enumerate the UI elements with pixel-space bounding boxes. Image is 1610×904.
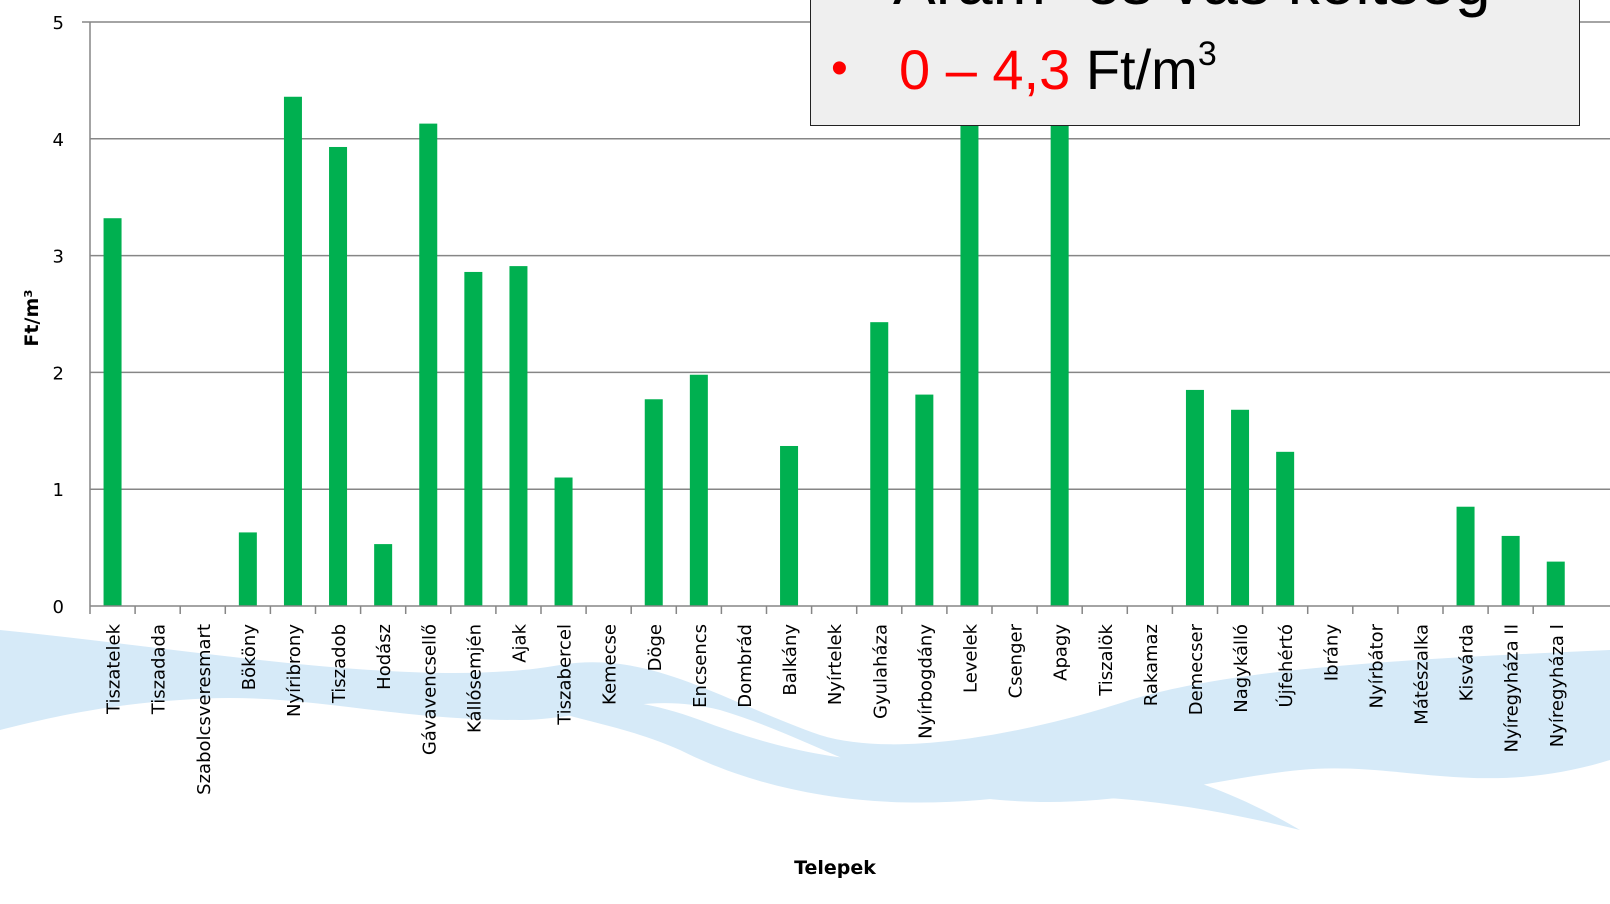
bar (554, 477, 573, 606)
x-tick-label: Tiszabercel (555, 624, 576, 726)
x-tick-label: Kisvárda (1457, 624, 1478, 701)
bullet-icon: • (831, 42, 848, 95)
callout-unit-exponent: 3 (1197, 35, 1217, 73)
bar (1050, 103, 1069, 606)
callout-range-line: 0 – 4,3 Ft/m3 (899, 35, 1217, 102)
y-axis-ticks: 0 1 2 3 4 5 (53, 13, 64, 618)
x-tick-label: Bököny (239, 624, 260, 691)
x-tick-label: Encsencs (690, 624, 711, 708)
bar (509, 266, 528, 606)
bar (1276, 451, 1295, 606)
x-tick-label: Nyíribrony (284, 624, 305, 717)
x-tick-label: Apagy (1051, 624, 1072, 681)
y-axis-title: Ft/m³ (21, 289, 43, 346)
bar (374, 544, 393, 606)
x-tick-label: Tiszadob (329, 624, 350, 704)
callout-range: 0 – 4,3 (899, 38, 1071, 101)
x-axis-ticks: Tiszatelek Tiszadada Szabolcsveresmart Bökö… (89, 606, 1568, 795)
x-tick-label: Balkány (780, 624, 801, 696)
x-axis-title: Telepek (794, 857, 876, 879)
y-tick-label: 1 (53, 480, 64, 501)
axes (82, 21, 1610, 607)
x-tick-label: Tiszalök (1096, 623, 1117, 696)
cost-callout-box: Áram- és vas költség • 0 – 4,3 Ft/m3 (810, 0, 1580, 126)
x-tick-label: Tiszadada (149, 624, 170, 715)
x-tick-label: Kállósemjén (464, 624, 485, 733)
bar (1231, 409, 1250, 606)
bar (1546, 561, 1565, 606)
bar (103, 218, 122, 606)
x-tick-label: Nyírtelek (825, 623, 846, 705)
x-tick-label: Demecser (1186, 623, 1207, 715)
bar (1501, 535, 1520, 606)
x-tick-label: Levelek (960, 623, 981, 693)
x-tick-label: Ibrány (1321, 624, 1342, 682)
y-tick-label: 3 (53, 247, 64, 268)
y-tick-label: 0 (53, 597, 64, 618)
x-tick-label: Nyíregyháza II (1502, 624, 1523, 753)
x-tick-label: Kemecse (600, 624, 621, 705)
chart-background-wave (0, 630, 1610, 830)
bar (1456, 506, 1475, 606)
bar (283, 96, 302, 606)
x-tick-label: Gávavencsellő (419, 624, 440, 755)
callout-unit: Ft/m (1085, 38, 1198, 101)
bar (419, 123, 438, 606)
x-tick-label: Újfehértó (1275, 624, 1297, 708)
bar (915, 394, 934, 606)
x-tick-label: Ajak (509, 623, 530, 662)
x-tick-label: Rakamaz (1141, 624, 1162, 706)
bar (870, 322, 889, 606)
y-tick-label: 5 (53, 13, 64, 34)
x-tick-label: Csenger (1006, 623, 1027, 698)
x-tick-label: Szabolcsveresmart (194, 624, 215, 795)
y-tick-label: 2 (53, 363, 64, 384)
x-tick-label: Hodász (374, 624, 395, 690)
bars (103, 96, 1565, 606)
x-tick-label: Döge (645, 624, 666, 671)
bar (689, 374, 708, 606)
x-tick-label: Mátészalka (1411, 624, 1432, 725)
bar (644, 399, 663, 606)
x-tick-label: Nyírbátor (1366, 623, 1387, 708)
bar (464, 271, 483, 606)
callout-title: Áram- és vas költség (893, 0, 1491, 19)
x-tick-label: Nagykálló (1231, 624, 1252, 713)
bar (238, 532, 257, 606)
x-tick-label: Nyíregyháza I (1547, 624, 1568, 747)
bar (329, 146, 348, 606)
x-tick-label: Tiszatelek (104, 623, 125, 715)
bar (1185, 389, 1204, 606)
x-tick-label: Gyulaháza (870, 624, 891, 719)
x-tick-label: Nyírbogdány (915, 624, 936, 739)
y-tick-label: 4 (53, 130, 64, 151)
x-tick-label: Dombrád (735, 624, 756, 708)
bar (780, 445, 799, 606)
bar (960, 103, 979, 606)
